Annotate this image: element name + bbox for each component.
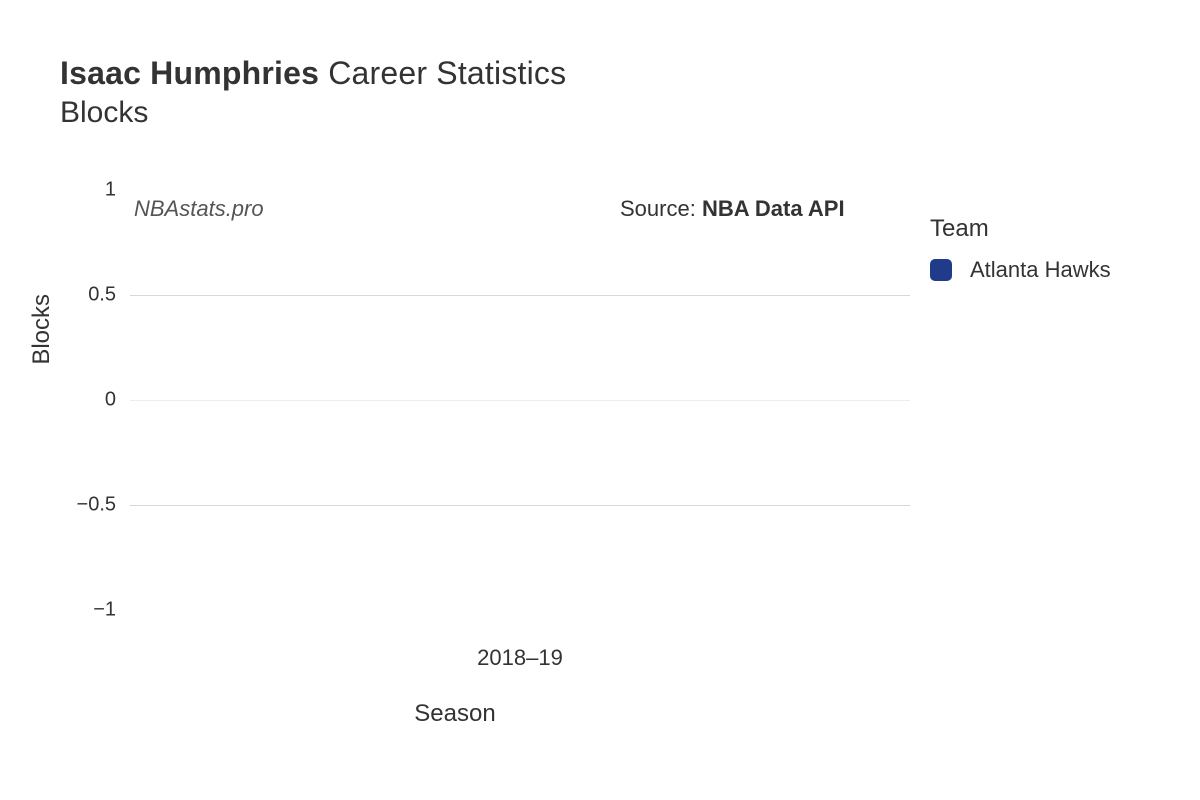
gridline: [130, 505, 910, 506]
x-axis-title: Season: [0, 700, 910, 728]
y-tick-label: 1: [0, 179, 116, 202]
gridline: [130, 400, 910, 401]
chart-container: Isaac Humphries Career Statistics Blocks…: [0, 0, 1200, 800]
legend-item: Atlanta Hawks: [930, 257, 1111, 283]
source-prefix: Source:: [620, 196, 702, 221]
legend-items: Atlanta Hawks: [930, 257, 1111, 283]
chart-title-suffix: Career Statistics: [319, 55, 566, 91]
chart-title: Isaac Humphries Career Statistics: [60, 55, 566, 92]
legend-swatch: [930, 259, 952, 281]
y-tick-label: 0.5: [0, 284, 116, 307]
y-tick-label: 0: [0, 389, 116, 412]
legend-item-label: Atlanta Hawks: [970, 257, 1111, 283]
legend-title: Team: [930, 215, 1111, 243]
chart-subtitle: Blocks: [60, 96, 566, 130]
y-tick-label: −0.5: [0, 494, 116, 517]
legend: Team Atlanta Hawks: [930, 215, 1111, 283]
plot-area: [130, 190, 910, 610]
gridline: [130, 295, 910, 296]
chart-title-block: Isaac Humphries Career Statistics Blocks: [60, 55, 566, 130]
source-label: Source: NBA Data API: [620, 196, 845, 222]
x-tick-label: 2018–19: [477, 645, 563, 671]
chart-title-player: Isaac Humphries: [60, 55, 319, 91]
source-name: NBA Data API: [702, 196, 845, 221]
y-tick-label: −1: [0, 599, 116, 622]
y-axis-title: Blocks: [28, 294, 56, 365]
watermark-text: NBAstats.pro: [134, 196, 264, 222]
